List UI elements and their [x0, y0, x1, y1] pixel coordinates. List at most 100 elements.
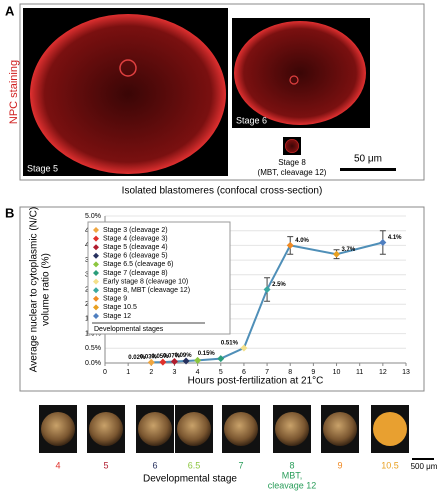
data-point: [240, 344, 248, 352]
legend-marker: [93, 278, 99, 285]
blastomere: [285, 139, 299, 153]
x-axis-label: Hours post-fertilization at 21°C: [188, 376, 324, 387]
embryo: [89, 412, 123, 446]
data-label: 4.1%: [388, 235, 402, 241]
scale-bar: [412, 458, 434, 460]
legend-label: Stage 3 (cleavage 2): [103, 227, 168, 234]
embryo: [323, 412, 357, 446]
x-tick-label: 2: [149, 369, 153, 376]
x-tick-label: 11: [356, 369, 363, 376]
x-tick-label: 9: [311, 369, 315, 376]
x-tick-label: 10: [333, 369, 341, 376]
x-tick-label: 7: [265, 369, 269, 376]
scale-label: 500 μm: [411, 462, 438, 471]
embryo: [275, 412, 309, 446]
stage-label: 8: [289, 460, 294, 470]
blastomere: [30, 14, 226, 174]
data-label: 4.0%: [295, 238, 309, 244]
data-label: 0.05%: [151, 354, 169, 360]
stage-note: cleavage 12: [268, 480, 317, 490]
data-point: [182, 357, 190, 365]
y-tick-label: 5.0%: [85, 213, 101, 220]
inset-label: Stage 8: [278, 158, 306, 167]
stage-label: 4: [55, 460, 60, 470]
legend-title: Developmental stages: [94, 326, 164, 333]
x-tick-label: 0: [103, 369, 107, 376]
y-tick-label: 0.5%: [85, 345, 101, 352]
x-tick-label: 12: [379, 369, 387, 376]
legend-label: Stage 12: [103, 313, 131, 320]
embryo: [224, 412, 258, 446]
inset-label: (MBT, cleavage 12): [258, 168, 327, 177]
embryo: [138, 412, 172, 446]
legend-marker: [93, 295, 99, 302]
data-point: [379, 238, 387, 246]
x-tick-label: 13: [402, 369, 410, 376]
data-label: 0.02%: [128, 355, 146, 361]
caption: Developmental stage: [143, 474, 237, 485]
legend-label: Stage 9: [103, 296, 127, 303]
y-axis-label: volume ratio (%): [41, 253, 52, 326]
x-tick-label: 3: [173, 369, 177, 376]
legend-label: Stage 6.5 (cleavage 6): [103, 261, 173, 268]
data-point: [217, 355, 225, 363]
data-point: [194, 356, 202, 364]
panel-frame: [19, 206, 425, 392]
embryo: [41, 412, 75, 446]
stage-label: 6: [152, 460, 157, 470]
data-label: 2.5%: [272, 282, 286, 288]
legend-marker: [93, 270, 99, 276]
legend-marker: [93, 304, 99, 311]
stage-label: 9: [337, 460, 342, 470]
data-point: [159, 358, 167, 366]
stage-label: 6.5: [188, 460, 201, 470]
image-label: Stage 6: [236, 115, 267, 125]
scale-label: 50 μm: [354, 154, 382, 165]
legend-frame: [87, 221, 231, 335]
data-label: 0.15%: [198, 351, 216, 357]
legend-label: Stage 7 (cleavage 8): [103, 270, 168, 277]
data-point: [286, 241, 294, 249]
data-point: [263, 286, 271, 293]
legend-marker: [93, 252, 99, 259]
legend-marker: [93, 287, 99, 294]
stain-label: NPC staining: [8, 60, 20, 124]
data-label: 0.07%: [163, 354, 181, 360]
stage-strip: 4 5 6 6.5 7 8 9 10.5: [39, 405, 409, 470]
data-point: [147, 358, 155, 366]
data-label: 3.7%: [342, 247, 356, 253]
nucleus: [119, 59, 137, 77]
data-label: 0.03%: [140, 355, 158, 361]
legend-label: Stage 10.5: [103, 304, 137, 311]
legend-label: Stage 4 (cleavage 3): [103, 235, 168, 242]
data-point: [333, 250, 341, 258]
data-label: 0.09%: [175, 353, 193, 359]
legend-marker: [93, 244, 99, 251]
legend-marker: [93, 235, 99, 242]
x-tick-label: 6: [242, 369, 246, 376]
legend-label: Stage 5 (cleavage 4): [103, 244, 168, 251]
nucleus: [289, 75, 299, 85]
legend-marker: [93, 227, 99, 233]
panel-letter: B: [5, 205, 14, 220]
x-tick-label: 4: [196, 369, 200, 376]
panel-frame: [19, 3, 425, 181]
x-tick-label: 1: [126, 369, 130, 376]
stage-label: 7: [238, 460, 243, 470]
blastomere: [234, 21, 366, 125]
data-point: [170, 358, 178, 366]
image-label: Stage 5: [27, 163, 58, 173]
y-axis-label: Average nuclear to cytoplasmic (N/C): [29, 207, 40, 372]
y-tick-label: 0.0%: [85, 360, 101, 367]
chart: B0.0%0.5%1.0%1.5%2.0%2.5%3.0%3.5%4.0%4.5…: [5, 205, 410, 386]
legend-label: Stage 8, MBT (cleavage 12): [103, 287, 190, 294]
legend-label: Early stage 8 (cleavage 10): [103, 278, 188, 285]
x-tick-label: 8: [288, 369, 292, 376]
caption: Isolated blastomeres (confocal cross-sec…: [122, 186, 323, 197]
scale-bar: [340, 168, 396, 171]
embryo: [373, 412, 407, 446]
stage-label: 5: [103, 460, 108, 470]
legend-label: Stage 6 (cleavage 5): [103, 253, 168, 260]
stage-note: MBT,: [282, 470, 303, 480]
